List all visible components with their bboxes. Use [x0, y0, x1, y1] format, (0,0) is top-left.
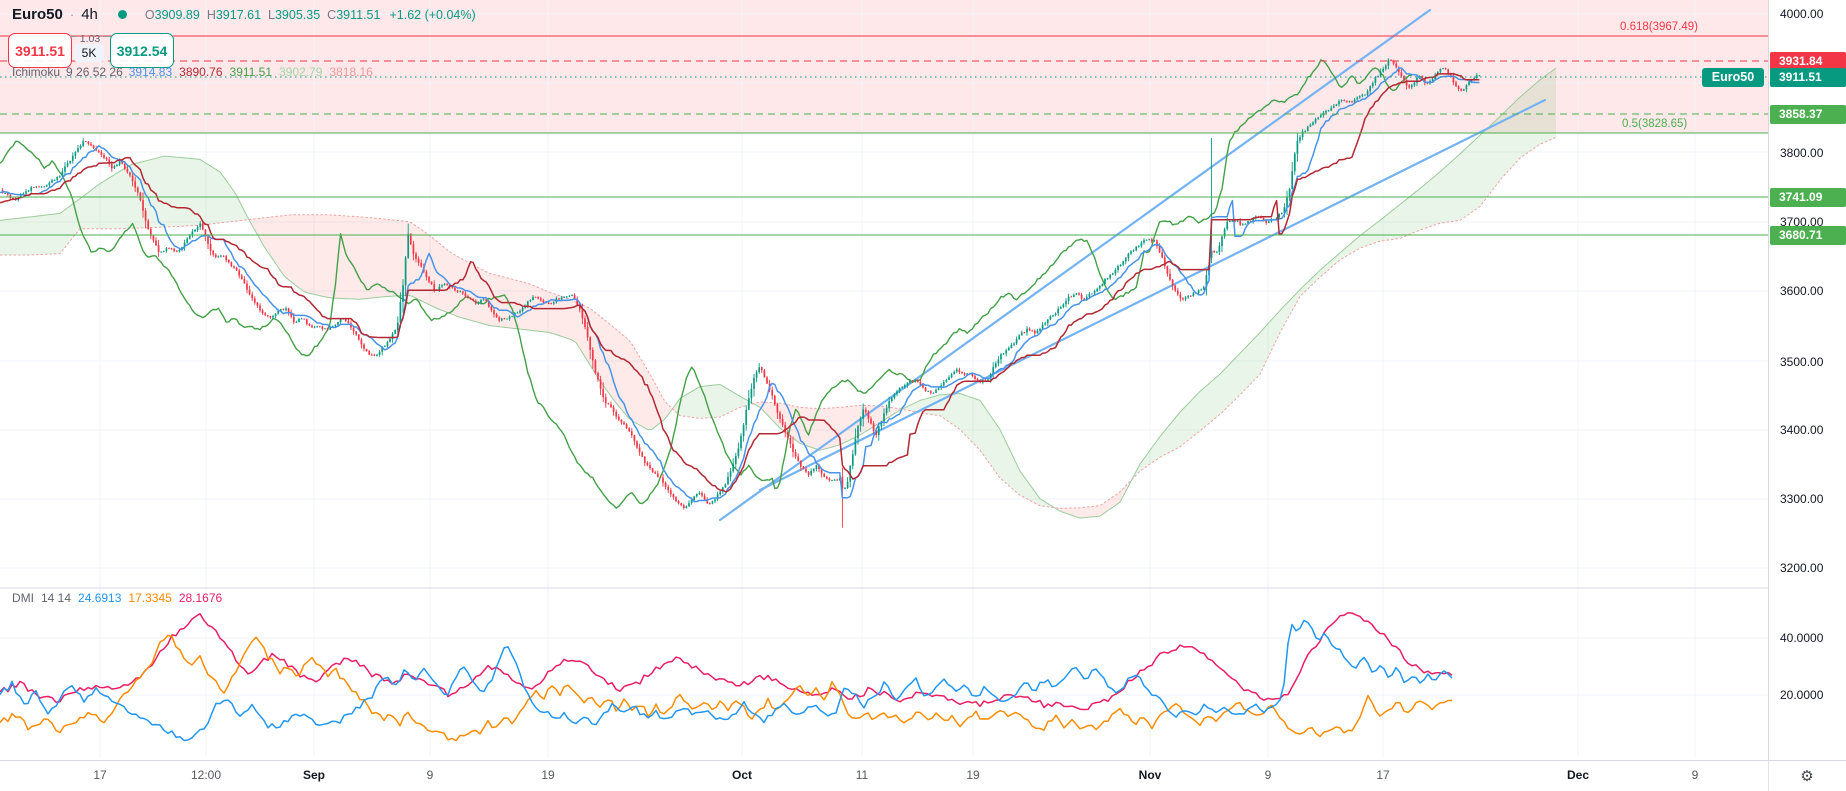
fib-level-label: 0.5(3828.65) — [1622, 118, 1688, 130]
dmi-legend[interactable]: DMI 14 14 24.6913 17.3345 28.1676 — [12, 591, 223, 605]
ichimoku-legend[interactable]: Ichimoku 9 26 52 26 3914.83 3890.76 3911.5… — [12, 65, 373, 79]
axis-corner-separator — [1768, 761, 1769, 791]
time-tick-label: 19 — [966, 768, 980, 782]
market-status-dot — [117, 10, 127, 19]
price-tick-label: 3200.00 — [1780, 561, 1824, 575]
time-tick-label: 19 — [541, 768, 555, 782]
time-tick-label: Dec — [1566, 768, 1590, 782]
time-tick-label: 12:00 — [190, 768, 222, 782]
time-tick-label: Nov — [1138, 768, 1162, 782]
price-chart-canvas[interactable] — [0, 0, 1768, 760]
legend-value: 17.3345 — [128, 591, 172, 605]
ichimoku-values: 3914.83 3890.76 3911.51 3902.79 3818.16 — [129, 65, 373, 79]
legend-value: 24.6913 — [78, 591, 122, 605]
legend-value: 3890.76 — [179, 65, 223, 79]
price-level-tag: 3931.84 — [1770, 51, 1846, 71]
price-tick-label: 40.0000 — [1780, 631, 1824, 645]
time-tick-label: 11 — [855, 768, 869, 782]
legend-value: 3818.16 — [329, 65, 373, 79]
price-level-tag: 3858.37 — [1770, 104, 1846, 124]
price-level-tag: 3741.09 — [1770, 187, 1846, 207]
legend-value: 3914.83 — [128, 65, 173, 79]
price-change: +1.62 (+0.04%) — [389, 7, 476, 22]
time-tick-label: Oct — [731, 768, 753, 782]
time-tick-label: 17 — [1376, 768, 1390, 782]
spread-indicator: 1.03 — [70, 29, 110, 47]
price-tick-label: 3500.00 — [1780, 355, 1824, 369]
time-tick-label: Sep — [302, 768, 326, 782]
interval-label[interactable]: 4h — [81, 6, 98, 23]
price-level-tag: 3911.51 — [1770, 67, 1846, 87]
legend-value: 3902.79 — [279, 65, 323, 79]
price-axis[interactable]: 4000.00 3800.00 3700.00 3600.00 3500.00 3400.… — [1768, 0, 1846, 760]
price-level-tag: 3680.71 — [1770, 225, 1846, 245]
symbol-separator: · — [69, 7, 75, 22]
quantity-chip[interactable]: 5K — [74, 44, 104, 62]
time-axis[interactable]: ⚙ 17 12:00 Sep 9 19 Oct 11 19 Nov 9 17 Dec 9 — [0, 760, 1846, 791]
time-tick-label: 9 — [426, 768, 434, 782]
dmi-values: 24.6913 17.3345 28.1676 — [78, 591, 222, 605]
axis-settings-gear-icon[interactable]: ⚙ — [1800, 768, 1814, 785]
legend-value: 3911.51 — [229, 65, 273, 79]
current-price-symbol-badge: Euro50 — [1702, 67, 1764, 87]
symbol-legend: Euro50 · 4h O3909.89 H3917.61 L3905.35 C… — [12, 6, 476, 23]
price-tick-label: 3400.00 — [1780, 423, 1824, 437]
price-tick-label: 3600.00 — [1780, 284, 1824, 298]
price-tick-label: 20.0000 — [1780, 688, 1824, 702]
time-tick-label: 17 — [93, 768, 107, 782]
time-tick-label: 9 — [1691, 768, 1699, 782]
price-tick-label: 3300.00 — [1780, 492, 1824, 506]
price-tick-label: 3800.00 — [1780, 146, 1824, 160]
legend-value: 28.1676 — [178, 591, 223, 605]
sell-bid-button[interactable]: 3911.51 — [8, 33, 72, 68]
price-tick-label: 4000.00 — [1780, 7, 1824, 21]
buy-ask-button[interactable]: 3912.54 — [110, 33, 174, 68]
time-tick-label: 9 — [1264, 768, 1272, 782]
ohlc-values: O3909.89 H3917.61 L3905.35 C3911.51 +1.6… — [144, 7, 476, 22]
fib-level-label: 0.618(3967.49) — [1620, 21, 1699, 33]
symbol-name[interactable]: Euro50 — [12, 6, 63, 23]
